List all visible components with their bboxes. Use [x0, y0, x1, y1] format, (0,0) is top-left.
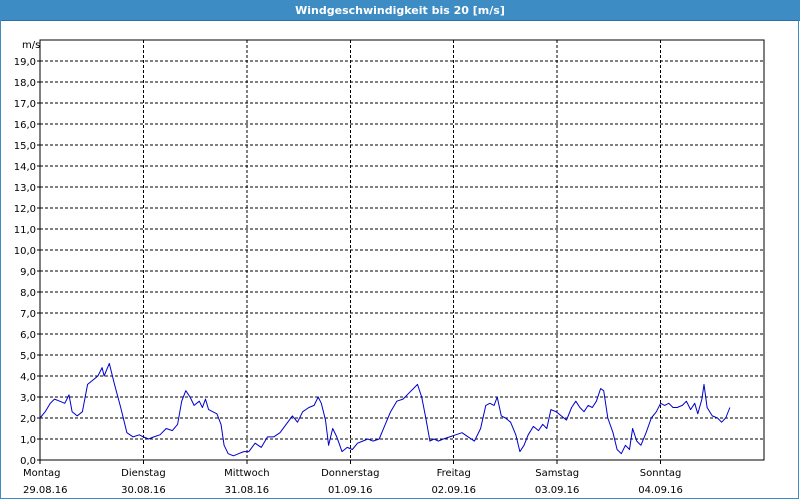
y-tick-label: 19,0	[14, 57, 36, 68]
y-tick-label: 15,0	[14, 141, 36, 152]
y-tick-label: 5,0	[20, 351, 36, 362]
y-tick-label: 8,0	[20, 288, 36, 299]
y-tick-label: 2,0	[20, 414, 36, 425]
y-tick-label: 1,0	[20, 435, 36, 446]
x-tick-date-label: 03.09.16	[535, 485, 580, 496]
y-tick-label: 14,0	[14, 162, 36, 173]
x-axis-ticks: Montag 29.08.16 Dienstag 30.08.16 Mittwoch 31…	[23, 460, 683, 496]
chart-title: Windgeschwindigkeit bis 20 [m/s]	[0, 0, 800, 21]
y-tick-label: 7,0	[20, 309, 36, 320]
chart-frame	[0, 20, 799, 499]
y-tick-label: 11,0	[14, 225, 36, 236]
x-tick-day-label: Sonntag	[640, 468, 682, 479]
x-tick-day-label: Samstag	[535, 468, 579, 479]
series-layer	[39, 362, 731, 457]
x-tick-day-label: Donnerstag	[321, 468, 379, 479]
y-tick-label: 0,0	[20, 456, 36, 467]
x-tick-date-label: 02.09.16	[431, 485, 476, 496]
y-axis-ticks: 0,0 1,0 2,0 3,0 4,0 5,0 6,0 7,0 8,0 9,0 10,0 11,0 12…	[14, 57, 40, 467]
x-tick-day-label: Dienstag	[121, 468, 166, 479]
y-tick-label: 16,0	[14, 120, 36, 131]
y-tick-label: 12,0	[14, 204, 36, 215]
y-tick-label: 18,0	[14, 78, 36, 89]
x-tick-date-label: 04.09.16	[638, 485, 683, 496]
x-tick-date-label: 01.09.16	[328, 485, 373, 496]
chart-grid	[40, 40, 764, 460]
x-tick-date-label: 31.08.16	[225, 485, 270, 496]
y-tick-label: 4,0	[20, 372, 36, 383]
y-tick-label: 9,0	[20, 267, 36, 278]
y-tick-label: 6,0	[20, 330, 36, 341]
x-tick-day-label: Montag	[23, 468, 60, 479]
y-tick-label: 3,0	[20, 393, 36, 404]
series-line-wind-speed	[39, 362, 731, 457]
x-tick-date-label: 29.08.16	[23, 485, 68, 496]
y-tick-label: 10,0	[14, 246, 36, 257]
y-tick-label: 13,0	[14, 183, 36, 194]
y-tick-label: 17,0	[14, 99, 36, 110]
x-tick-day-label: Mittwoch	[224, 468, 269, 479]
x-tick-day-label: Freitag	[437, 468, 471, 479]
x-tick-date-label: 30.08.16	[121, 485, 166, 496]
y-axis-label: m/s	[22, 40, 40, 51]
